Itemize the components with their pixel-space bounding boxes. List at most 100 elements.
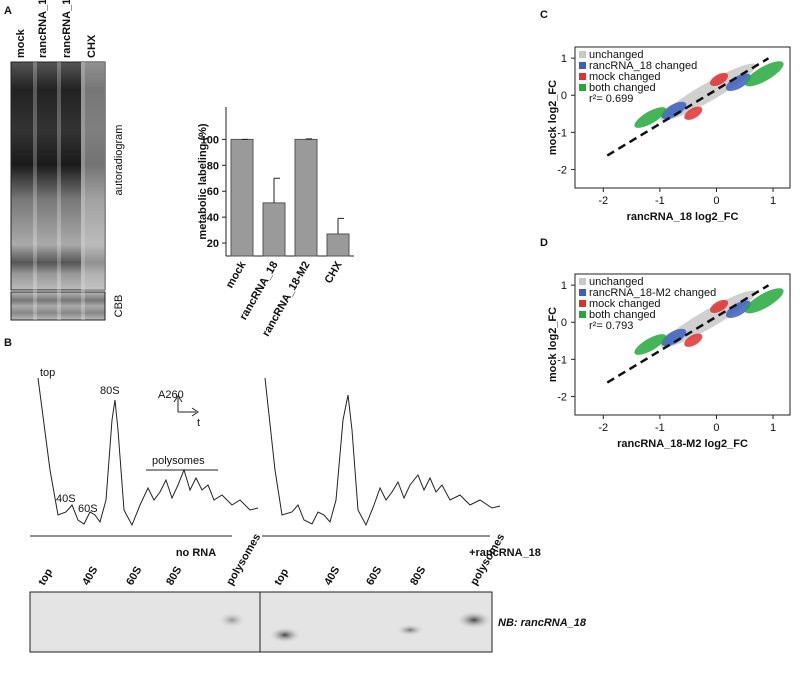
panel-label: B: [4, 337, 12, 349]
point-cloud: [684, 106, 703, 120]
error-bar: [337, 217, 344, 234]
trend-line: [606, 284, 770, 384]
y-tick-label: 0: [561, 90, 567, 102]
blot-signal: [396, 624, 424, 636]
legend-label: rancRNA_18 changed: [589, 60, 697, 72]
lane-label: rancRNA_18: [37, 0, 49, 58]
x-tick-label: CHX: [323, 259, 345, 286]
error-bar: [273, 177, 280, 203]
legend-label: unchanged: [589, 276, 643, 288]
annotation: r²= 0.699: [589, 93, 633, 105]
blot-label: NB: rancRNA_18: [498, 617, 587, 629]
lane-label: top: [36, 566, 55, 587]
bar: [262, 202, 286, 257]
blot-signal: [269, 627, 301, 643]
trend-line: [606, 57, 770, 157]
y-axis-label: mock log2_FC: [547, 307, 559, 382]
legend-label: rancRNA_18-M2 changed: [589, 287, 716, 299]
legend-swatch: [579, 278, 586, 285]
point-cloud: [725, 73, 751, 91]
legend-swatch: [579, 84, 586, 91]
bar: [294, 138, 318, 257]
lane-label: rancRNA_18-M2: [61, 0, 73, 58]
lane-label: polysomes: [224, 532, 263, 588]
x-tick-label: -1: [655, 195, 665, 207]
point-cloud: [634, 107, 667, 128]
x-tick-label: 1: [770, 195, 776, 207]
blot-signal: [456, 611, 492, 629]
panel-label: A: [4, 5, 12, 17]
axis-arrows: [173, 395, 199, 417]
point-cloud: [744, 61, 784, 87]
x-tick-label: -1: [655, 422, 665, 434]
lane-label: top: [272, 566, 291, 587]
legend-swatch: [579, 73, 586, 80]
y-tick-label: -1: [557, 127, 567, 139]
lane-label: CHX: [86, 34, 98, 58]
legend-swatch: [579, 300, 586, 307]
legend-swatch: [579, 62, 586, 69]
y-axis-label: mock log2_FC: [547, 80, 559, 155]
point-cloud: [710, 299, 729, 314]
y-tick-label: -1: [557, 354, 567, 366]
axis-label: t: [197, 417, 200, 429]
profile-curve: [264, 377, 501, 527]
lane-label: 60S: [364, 565, 384, 588]
plot-frame: [574, 273, 791, 416]
y-tick-label: -2: [557, 164, 567, 176]
axis-label: A260: [158, 389, 184, 401]
x-tick-label: -2: [598, 195, 608, 207]
x-tick-label: 0: [713, 422, 719, 434]
point-cloud: [725, 300, 751, 318]
x-axis-label: rancRNA_18 log2_FC: [627, 211, 739, 223]
blot: [29, 591, 493, 653]
legend-swatch: [579, 51, 586, 58]
gel-label: CBB: [113, 295, 125, 318]
x-tick-label: 1: [770, 422, 776, 434]
lane-label: polysomes: [468, 532, 507, 588]
y-tick-label: 40: [207, 212, 219, 224]
peak-label: 60S: [78, 503, 98, 515]
y-tick-label: 20: [207, 238, 219, 250]
condition-label: no RNA: [176, 547, 216, 559]
plot-frame: [574, 46, 791, 189]
legend-swatch: [579, 289, 586, 296]
peak-label: 80S: [100, 385, 120, 397]
error-bar: [305, 138, 312, 140]
lane-label: 60S: [124, 565, 144, 588]
point-cloud: [661, 328, 687, 347]
y-tick-label: 60: [207, 186, 219, 198]
lane-label: 40S: [80, 565, 100, 588]
lane-label: 80S: [164, 565, 184, 588]
blot-signal: [218, 612, 246, 628]
x-tick-label: -2: [598, 422, 608, 434]
y-tick-label: 80: [207, 160, 219, 172]
y-tick-label: 1: [561, 280, 567, 292]
point-cloud: [710, 72, 729, 87]
annotation: r²= 0.793: [589, 320, 633, 332]
lane-label: 40S: [322, 565, 342, 588]
y-tick-label: 1: [561, 53, 567, 65]
point-cloud: [634, 334, 667, 355]
y-axis-label: metabolic labeling (%): [197, 123, 209, 239]
x-tick-label: 0: [713, 195, 719, 207]
point-cloud: [661, 101, 687, 120]
peak-label: top: [40, 367, 55, 379]
legend-label: both changed: [589, 82, 656, 94]
cbb-stain: [10, 291, 106, 321]
panel-label: C: [540, 9, 548, 21]
legend-label: mock changed: [589, 71, 661, 83]
peak-label: polysomes: [152, 455, 205, 467]
x-tick-label: mock: [224, 259, 249, 291]
panel-label: D: [540, 237, 548, 249]
chx-lane: [81, 62, 105, 290]
x-axis-label: rancRNA_18-M2 log2_FC: [617, 438, 748, 450]
legend-label: mock changed: [589, 298, 661, 310]
bar: [230, 138, 254, 257]
y-tick-label: 0: [561, 317, 567, 329]
condition-label: +rancRNA_18: [469, 547, 541, 559]
legend-label: both changed: [589, 309, 656, 321]
legend-swatch: [579, 311, 586, 318]
legend-label: unchanged: [589, 49, 643, 61]
